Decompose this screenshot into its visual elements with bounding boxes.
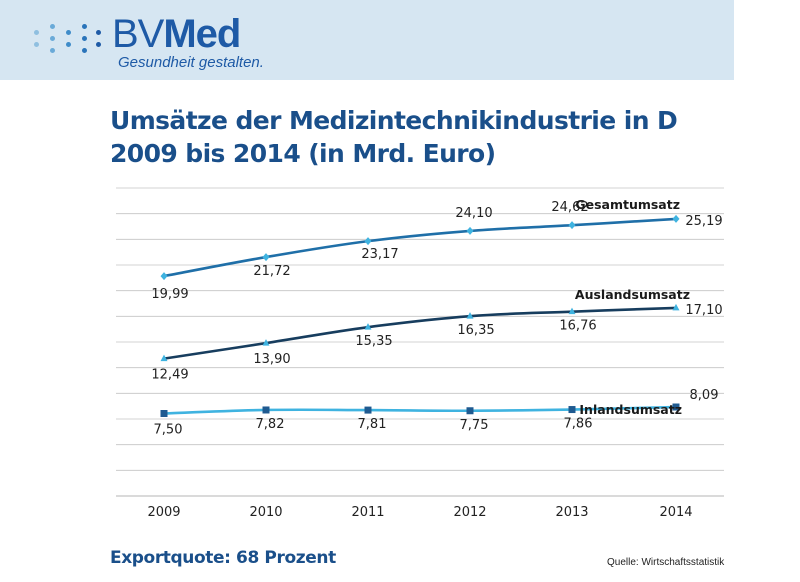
data-label: 12,49 — [151, 368, 188, 383]
data-label: 23,17 — [361, 247, 398, 262]
logo-dot — [82, 36, 87, 41]
data-label: 7,75 — [460, 418, 489, 433]
logo-dot — [34, 30, 39, 35]
export-quote: Exportquote: 68 Prozent — [110, 548, 336, 568]
x-tick-label: 2014 — [659, 505, 692, 520]
logo-dot — [82, 24, 87, 29]
x-tick-label: 2011 — [351, 505, 384, 520]
data-point-marker — [466, 226, 474, 235]
data-label: 16,35 — [457, 323, 494, 338]
source-note: Quelle: Wirtschaftsstatistik — [607, 557, 725, 568]
logo-dot — [50, 24, 55, 29]
data-label: 24,62 — [551, 200, 588, 215]
data-label: 24,10 — [455, 206, 492, 221]
title-line-1: Umsätze der Medizintechnikindustrie in D — [110, 106, 678, 135]
header-banner: BVMed Gesundheit gestalten. — [0, 0, 734, 80]
legend-label-inlandsumsatz: Inlandsumsatz — [579, 402, 682, 417]
data-point-marker — [672, 214, 680, 223]
data-label: 19,99 — [151, 287, 188, 302]
series-line-inlandsumsatz — [163, 405, 677, 415]
data-point-marker — [568, 406, 576, 414]
data-label: 7,50 — [154, 423, 183, 438]
data-point-marker — [568, 221, 576, 230]
data-label: 15,35 — [355, 334, 392, 349]
data-point-marker — [160, 354, 168, 362]
data-label: 7,82 — [256, 417, 285, 432]
logo-dot — [66, 42, 71, 47]
x-tick-label: 2012 — [453, 505, 486, 520]
data-point-marker — [160, 410, 168, 417]
logo-dot — [34, 42, 39, 47]
data-label: 21,72 — [253, 264, 290, 279]
x-tick-label: 2010 — [249, 505, 282, 520]
page-title: Umsätze der Medizintechnikindustrie in D… — [110, 104, 730, 170]
logo-dots-icon — [34, 22, 104, 53]
x-tick-label: 2009 — [147, 505, 180, 520]
logo-dot — [96, 30, 101, 35]
header-spacer — [734, 0, 800, 80]
data-label: 17,10 — [685, 303, 722, 318]
data-point-marker — [262, 406, 270, 414]
data-label: 7,81 — [358, 417, 387, 432]
data-point-marker — [364, 237, 372, 246]
data-label: 7,86 — [564, 417, 593, 432]
logo-dot — [96, 42, 101, 47]
data-point-marker — [364, 323, 372, 330]
title-line-2: 2009 bis 2014 (in Mrd. Euro) — [110, 139, 496, 168]
data-point-marker — [364, 406, 372, 414]
data-point-marker — [466, 312, 474, 319]
brand-name-part2: Med — [163, 12, 241, 56]
logo-dot — [66, 30, 71, 35]
logo-dot — [82, 48, 87, 53]
data-label: 16,76 — [559, 319, 596, 334]
legend-label-auslandsumsatz: Auslandsumsatz — [575, 287, 690, 302]
data-point-marker — [466, 407, 474, 415]
logo-dot — [50, 36, 55, 41]
data-label: 8,09 — [690, 388, 719, 403]
data-label: 25,19 — [685, 214, 722, 229]
data-point-marker — [262, 253, 270, 262]
brand-tagline: Gesundheit gestalten. — [118, 54, 264, 71]
brand-name-part1: BV — [112, 12, 164, 56]
data-label: 13,90 — [253, 352, 290, 367]
data-point-marker — [160, 272, 168, 281]
logo-dot — [50, 48, 55, 53]
legend-label-gesamtumsatz: Gesamtumsatz — [575, 197, 680, 212]
series-line-gesamtumsatz — [163, 217, 677, 278]
series-line-auslandsumsatz — [163, 306, 677, 360]
data-point-marker — [672, 403, 680, 411]
data-point-marker — [672, 303, 680, 311]
brand-logo: BVMed — [112, 12, 241, 56]
x-tick-label: 2013 — [555, 505, 588, 520]
data-point-marker — [262, 339, 270, 346]
data-point-marker — [568, 307, 576, 315]
